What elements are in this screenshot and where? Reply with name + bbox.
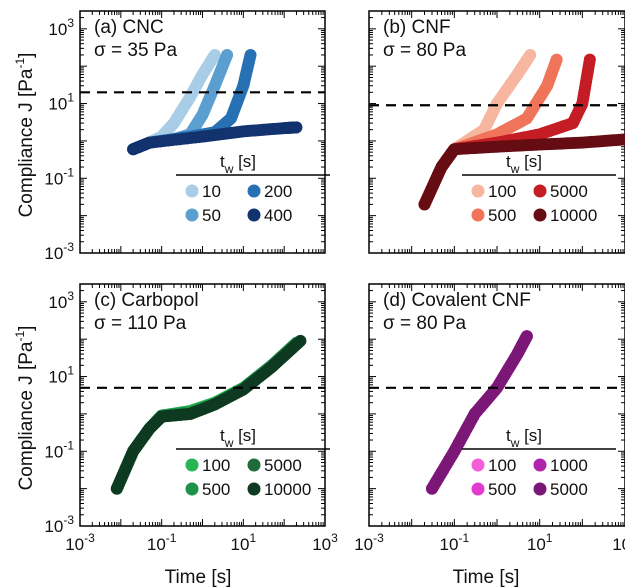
data-point	[520, 330, 533, 343]
data-point	[244, 48, 257, 61]
y-axis-title-bottom: Compliance J [Pa-1]	[13, 326, 37, 491]
legend-label: 10000	[264, 480, 311, 499]
legend-label: 100	[488, 182, 516, 201]
data-layer	[426, 330, 533, 495]
y-tick-label: 10-1	[44, 438, 74, 461]
data-point	[290, 121, 303, 134]
legend-marker	[533, 458, 547, 472]
panel-label: (c) Carbopol	[94, 290, 199, 311]
y-tick-label: 101	[48, 91, 74, 114]
data-point	[583, 53, 596, 66]
legend: tw [s] 100 5000 500 10000	[176, 426, 330, 499]
panel-c: 103 101 10-1 10-310-3 10-1 101 103 (c) Carbopol…	[44, 283, 338, 554]
legend-title: tw [s]	[506, 152, 542, 176]
data-point	[208, 48, 221, 61]
legend-label: 500	[488, 206, 516, 225]
legend-marker	[185, 184, 199, 198]
legend-label: 100	[202, 456, 230, 475]
legend-marker	[247, 208, 261, 222]
y-tick-label: 103	[48, 16, 74, 39]
data-point	[221, 48, 234, 61]
x-axis-title-left: Time [s]	[165, 567, 232, 587]
legend-label: 500	[488, 480, 516, 499]
legend-marker	[185, 208, 199, 222]
panel-label: (d) Covalent CNF	[383, 290, 531, 311]
series-5000	[426, 330, 533, 495]
legend: tw [s] 100 1000 500 5000	[462, 426, 616, 499]
legend-label: 10000	[550, 206, 597, 225]
series-10000	[418, 133, 625, 211]
series-10000	[110, 334, 307, 495]
data-point	[294, 334, 307, 347]
legend-marker	[185, 482, 199, 496]
y-tick-label: 10-3	[44, 513, 74, 536]
y-axis-title-top: Compliance J [Pa-1]	[13, 53, 37, 218]
data-point	[550, 53, 563, 66]
legend-label: 5000	[550, 480, 588, 499]
data-point	[524, 48, 537, 61]
legend-label: 200	[264, 182, 292, 201]
data-layer	[110, 334, 307, 495]
legend-label: 5000	[550, 182, 588, 201]
legend-label: 10	[202, 182, 221, 201]
y-tick-label: 101	[48, 364, 74, 387]
legend-label: 1000	[550, 456, 588, 475]
x-tick-label: 10-3	[354, 531, 384, 554]
legend: tw [s] 10 200 50 400	[176, 152, 330, 225]
data-point	[619, 133, 625, 146]
legend-label: 50	[202, 206, 221, 225]
legend-marker	[533, 208, 547, 222]
legend-label: 500	[202, 480, 230, 499]
legend-marker	[247, 184, 261, 198]
legend-marker	[185, 458, 199, 472]
y-tick-label: 10-3	[44, 240, 74, 263]
data-layer	[127, 48, 303, 156]
panel-stress: σ = 35 Pa	[94, 40, 177, 61]
series-400	[127, 121, 303, 156]
legend-marker	[533, 184, 547, 198]
x-tick-label: 10-3	[65, 531, 95, 554]
legend-label: 100	[488, 456, 516, 475]
data-layer	[418, 48, 625, 211]
legend-title: tw [s]	[220, 152, 256, 176]
x-tick-label: 103	[312, 531, 338, 554]
panel-label: (a) CNC	[94, 17, 164, 38]
y-tick-label: 10-1	[44, 165, 74, 188]
panel-stress: σ = 80 Pa	[383, 40, 466, 61]
x-tick-label: 10-1	[147, 531, 177, 554]
x-axis-title-right: Time [s]	[453, 567, 520, 587]
legend-marker	[247, 458, 261, 472]
panel-stress: σ = 110 Pa	[94, 313, 187, 334]
panel-stress: σ = 80 Pa	[383, 313, 466, 334]
x-tick-label: 101	[231, 531, 257, 554]
panel-label: (b) CNF	[383, 17, 451, 38]
legend-marker	[471, 482, 485, 496]
legend-marker	[471, 184, 485, 198]
legend-marker	[247, 482, 261, 496]
legend-title: tw [s]	[220, 426, 256, 450]
legend: tw [s] 100 5000 500 10000	[462, 152, 616, 225]
legend-label: 400	[264, 206, 292, 225]
x-tick-label: 101	[527, 531, 553, 554]
x-tick-label: 103	[612, 531, 625, 554]
legend-marker	[471, 458, 485, 472]
legend-marker	[471, 208, 485, 222]
x-tick-label: 10-1	[440, 531, 470, 554]
legend-marker	[533, 482, 547, 496]
legend-label: 5000	[264, 456, 302, 475]
y-tick-label: 103	[48, 289, 74, 312]
legend-title: tw [s]	[506, 426, 542, 450]
